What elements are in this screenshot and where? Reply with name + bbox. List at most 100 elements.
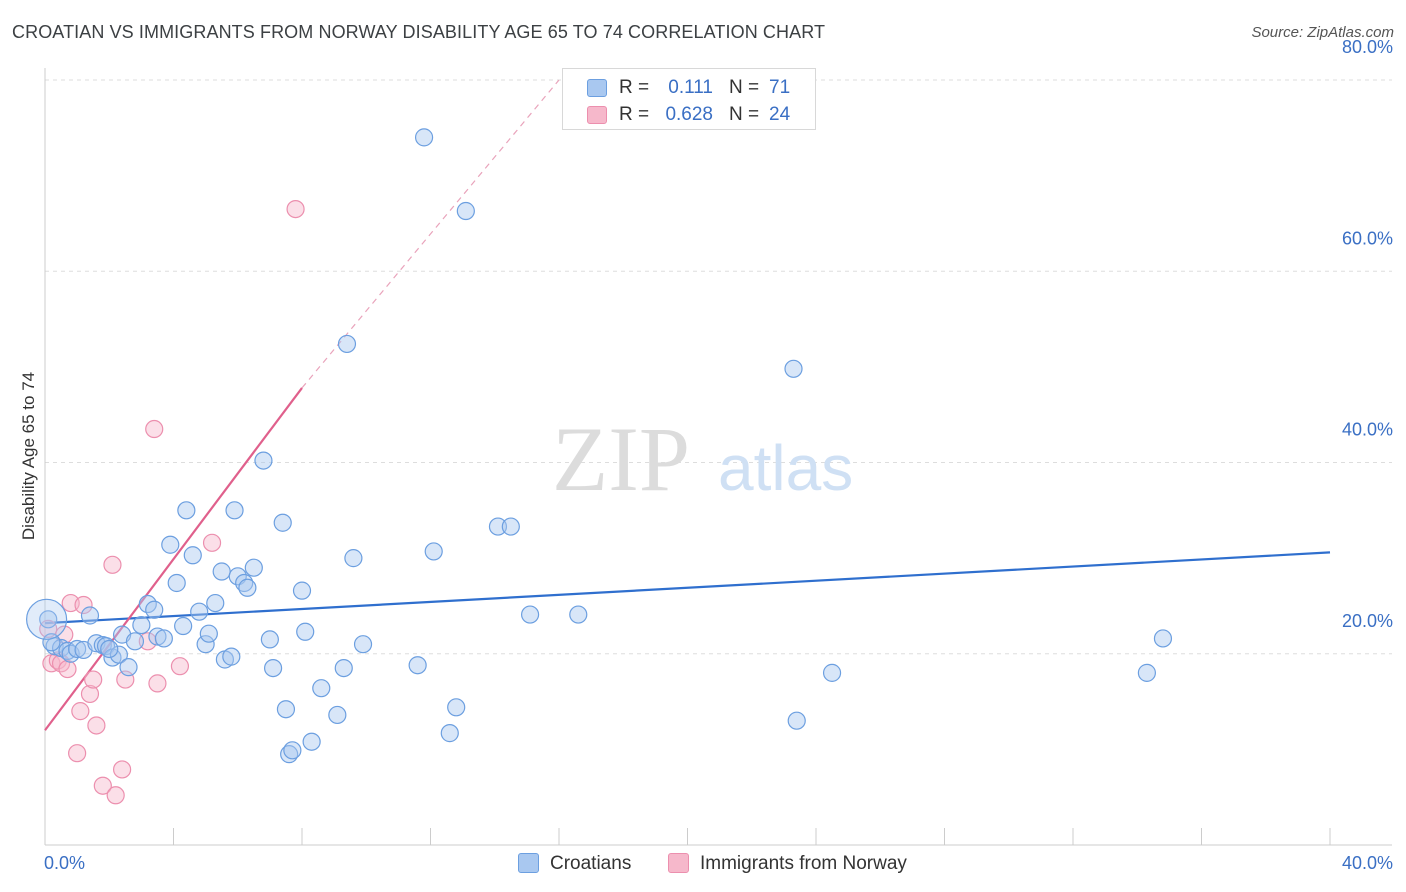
y-tick-label: 20.0% xyxy=(1342,611,1393,631)
croatians-point xyxy=(167,573,186,593)
croatians-point xyxy=(212,562,231,581)
croatians-point xyxy=(148,627,167,646)
croatians-point xyxy=(145,600,164,619)
y-axis-label: Disability Age 65 to 74 xyxy=(19,372,38,540)
legend-r-label: R = xyxy=(619,77,650,98)
croatians-point xyxy=(1153,629,1173,648)
legend-r-value: 0.111 xyxy=(668,77,713,98)
norway-point xyxy=(87,716,106,735)
trend-layer xyxy=(44,79,1331,731)
croatians-point xyxy=(440,724,459,743)
norway-point xyxy=(145,419,164,439)
croatians-point xyxy=(68,639,87,659)
croatians-point xyxy=(292,581,312,600)
croatians-point xyxy=(125,632,145,651)
croatians-point xyxy=(1137,663,1156,682)
croatians-point xyxy=(183,546,202,565)
croatians-point xyxy=(190,602,209,621)
croatians-point xyxy=(353,635,373,654)
legend-r-value: 0.628 xyxy=(665,104,713,125)
croatians-point xyxy=(132,615,151,635)
watermark: ZIP atlas xyxy=(552,408,853,510)
norway-point xyxy=(106,786,125,805)
croatians-point xyxy=(520,605,540,624)
croatians-point xyxy=(222,647,241,666)
croatians-point xyxy=(273,513,292,532)
croatians-point xyxy=(199,624,218,643)
norway-point xyxy=(286,199,305,219)
norway-point xyxy=(68,744,87,763)
y-tick-label: 60.0% xyxy=(1342,228,1393,248)
croatians-point xyxy=(337,334,357,354)
croatians-legend-label: Croatians xyxy=(550,853,632,874)
croatians-point xyxy=(302,732,321,751)
norway-point xyxy=(71,702,90,721)
croatians-point xyxy=(488,517,508,536)
croatians-point xyxy=(196,635,215,654)
norway-point xyxy=(58,659,77,679)
watermark-atlas: atlas xyxy=(718,432,853,504)
croatians-point xyxy=(174,616,193,636)
source-label: Source: ZipAtlas.com xyxy=(1251,24,1394,41)
norway-legend-swatch xyxy=(668,853,689,873)
croatians-point xyxy=(296,622,315,641)
croatians-point xyxy=(822,663,842,682)
croatians-point xyxy=(161,535,180,554)
x-tick-label: 0.0% xyxy=(44,853,85,873)
correlation-legend: R = 0.111 N = 71 R = 0.628 N = 24 xyxy=(562,68,816,130)
croatians-point xyxy=(238,578,257,597)
croatians-point xyxy=(100,639,119,659)
norway-point xyxy=(103,555,122,574)
croatians-point xyxy=(225,501,244,520)
croatians-point xyxy=(456,201,475,221)
legend-n-value: 24 xyxy=(769,104,791,125)
legend-n-value: 71 xyxy=(769,77,791,98)
y-tick-label: 40.0% xyxy=(1342,420,1393,440)
croatians-point xyxy=(154,629,173,648)
norway-point xyxy=(93,776,112,795)
croatians-point xyxy=(344,549,363,568)
croatians-point xyxy=(276,700,296,719)
croatians-point xyxy=(334,658,353,678)
croatians-point xyxy=(260,630,279,649)
croatians-point xyxy=(414,128,434,147)
legend-n-label: N = xyxy=(729,77,760,98)
norway-point xyxy=(84,670,103,689)
croatians-point xyxy=(254,451,273,470)
legend-n-label: N = xyxy=(729,104,760,125)
croatians-trend-line xyxy=(44,551,1331,625)
croatians-point xyxy=(283,741,302,760)
legend-r-label: R = xyxy=(619,104,650,125)
norway-trend-extension xyxy=(301,79,560,389)
croatians-point xyxy=(328,705,347,725)
croatians-point xyxy=(177,501,196,520)
croatians-point xyxy=(787,711,806,730)
norway-point xyxy=(74,595,93,615)
points-layer xyxy=(26,128,1173,805)
croatians-point xyxy=(96,636,116,656)
norway-trend-line xyxy=(44,387,303,731)
croatians-point xyxy=(244,558,263,577)
croatians-point xyxy=(109,645,128,664)
croatians-point xyxy=(408,656,427,675)
croatians-point xyxy=(39,610,58,629)
croatians-point xyxy=(206,593,225,613)
norway-point xyxy=(170,657,190,676)
croatians-point xyxy=(447,698,466,717)
croatians-cluster-point xyxy=(26,598,68,640)
croatians-point xyxy=(784,359,803,378)
x-tick-label: 40.0% xyxy=(1342,853,1393,873)
norway-point xyxy=(39,619,58,638)
croatians-point xyxy=(424,542,443,561)
croatians-point xyxy=(119,658,138,677)
chart-title: CROATIAN VS IMMIGRANTS FROM NORWAY DISAB… xyxy=(12,22,826,42)
croatians-point xyxy=(42,633,61,652)
croatians-point xyxy=(263,658,283,678)
croatians-point xyxy=(312,679,331,698)
norway-swatch xyxy=(587,106,607,124)
y-tick-label: 80.0% xyxy=(1342,37,1393,57)
watermark-zip: ZIP xyxy=(552,408,690,510)
croatians-legend-swatch xyxy=(518,853,539,873)
norway-point xyxy=(80,684,100,704)
